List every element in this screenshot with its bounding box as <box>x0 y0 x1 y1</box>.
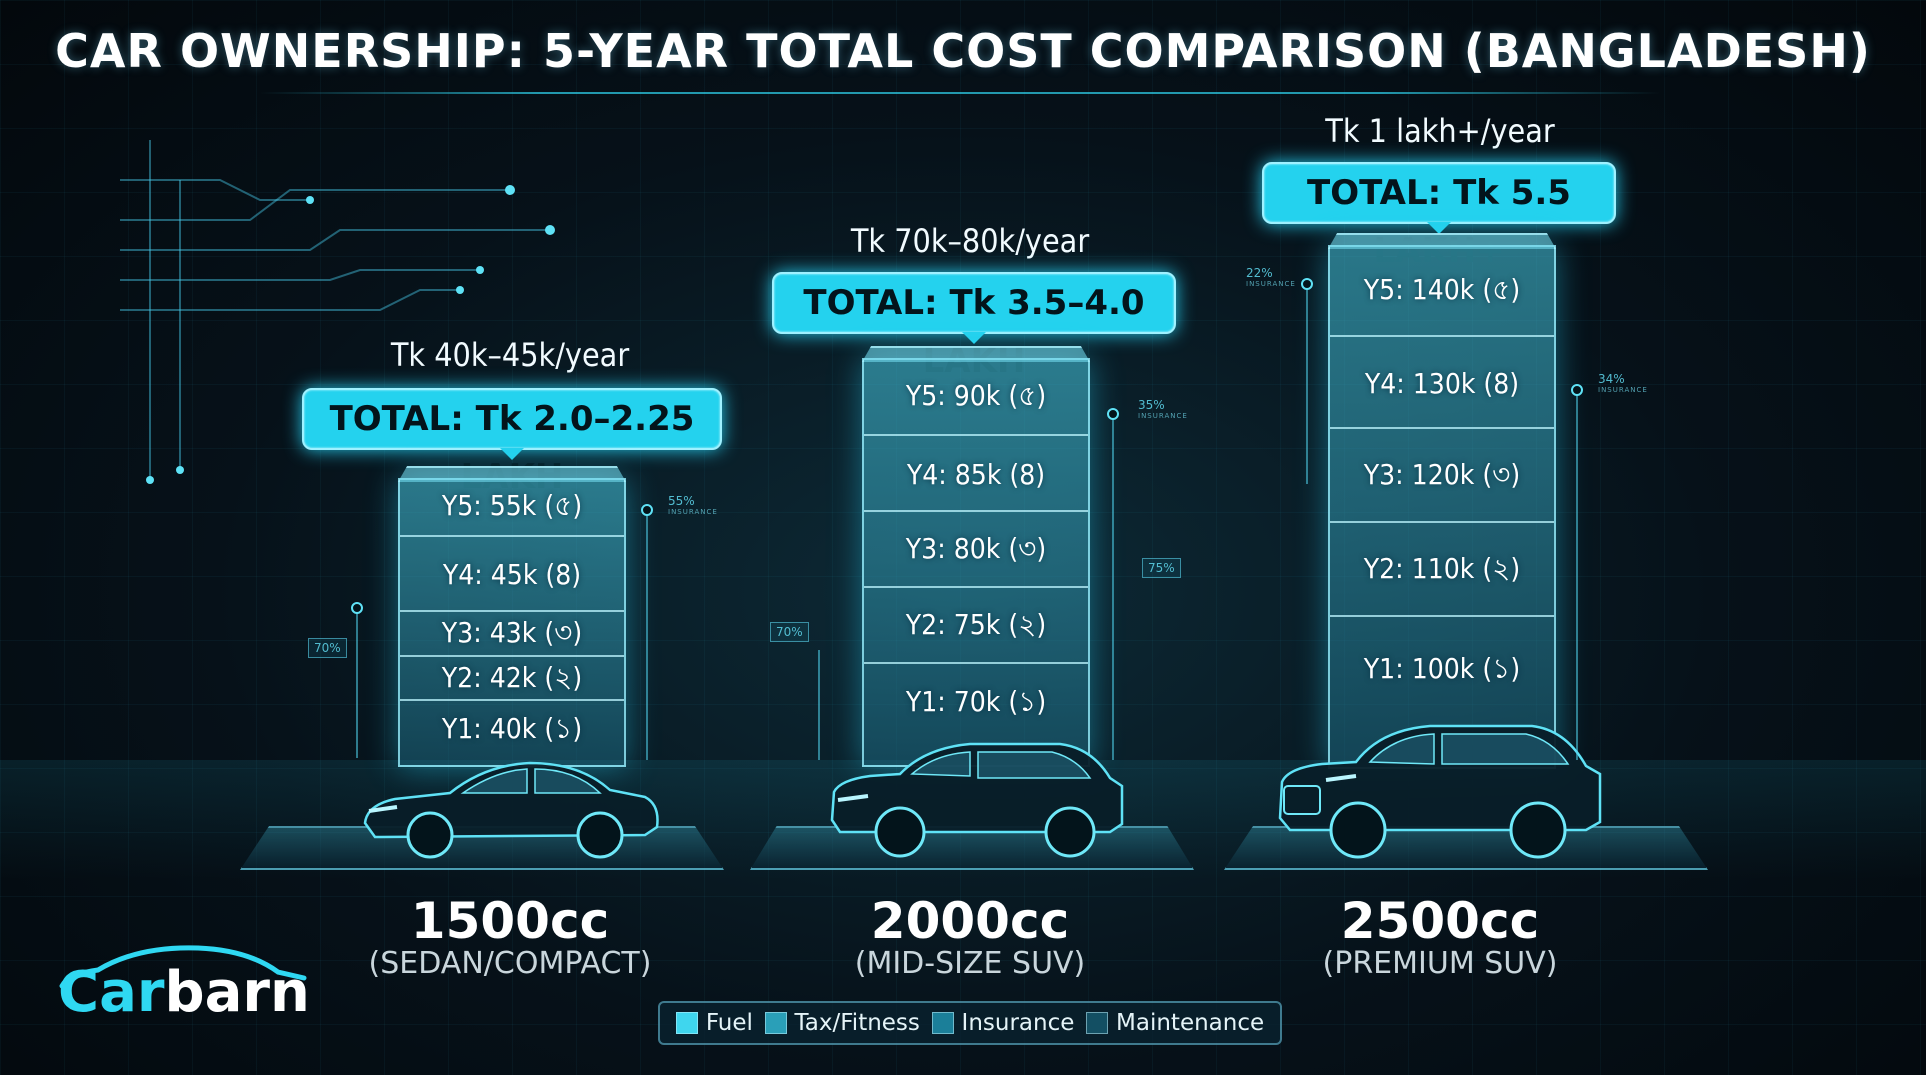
vehicle-type-label: (MID-SIZE SUV) <box>854 946 1086 981</box>
percentage-tag: 70% <box>308 638 347 658</box>
cost-tower: Y5: 140k (৫) Y4: 130k (8) Y3: 120k (৩) Y… <box>1328 233 1556 769</box>
circuit-decoration <box>120 140 555 484</box>
annotation-line <box>646 510 648 760</box>
vehicle-type-label: (SEDAN/COMPACT) <box>368 946 652 981</box>
total-badge: TOTAL: Tk 2.0–2.25 LAKH <box>302 388 722 497</box>
legend-item-maintenance: Maintenance <box>1086 1010 1264 1036</box>
chart-title: CAR OWNERSHIP: 5-YEAR TOTAL COST COMPARI… <box>55 24 1871 78</box>
segment-y3: Y3: 120k (৩) <box>1330 427 1554 523</box>
insurance-percentage-tag: 34% INSURANCE <box>1598 372 1648 394</box>
segment-y4: Y4: 85k (8) <box>864 434 1088 512</box>
segment-y3: Y3: 43k (৩) <box>400 610 624 657</box>
legend-item-insurance: Insurance <box>931 1010 1074 1036</box>
segment-y5: Y5: 140k (৫) <box>1363 272 1521 306</box>
segment-y2: Y2: 110k (২) <box>1330 521 1554 617</box>
platform <box>750 826 1194 870</box>
insurance-percentage-tag: 22% INSURANCE <box>1246 266 1296 288</box>
legend: Fuel Tax/Fitness Insurance Maintenance <box>658 1001 1282 1045</box>
annual-cost-label: Tk 40k–45k/year <box>390 336 630 374</box>
total-badge: TOTAL: Tk 5.5 LAKH+ <box>1262 162 1616 271</box>
legend-swatch <box>1086 1012 1109 1034</box>
segment-y5: Y5: 90k (৫) <box>905 378 1047 412</box>
legend-item-fuel: Fuel <box>675 1010 753 1036</box>
segment-y4: Y4: 130k (8) <box>1330 335 1554 429</box>
suv-car-icon <box>830 742 1124 858</box>
vehicle-type-label: (PREMIUM SUV) <box>1322 946 1558 981</box>
annotation-line <box>818 650 820 760</box>
cost-tower: Y5: 90k (৫) Y4: 85k (8) Y3: 80k (৩) Y2: … <box>862 346 1090 767</box>
annotation-dot <box>351 602 363 614</box>
legend-item-tax-fitness: Tax/Fitness <box>764 1010 920 1036</box>
segment-y4: Y4: 45k (8) <box>400 535 624 612</box>
legend-swatch <box>931 1012 954 1034</box>
annotation-line <box>1112 414 1114 760</box>
title-underline <box>260 92 1660 94</box>
engine-cc-label: 1500cc <box>410 892 610 950</box>
segment-y2: Y2: 75k (২) <box>864 586 1088 664</box>
engine-cc-label: 2000cc <box>870 892 1070 950</box>
percentage-tag: 70% <box>770 622 809 642</box>
engine-cc-label: 2500cc <box>1340 892 1540 950</box>
annotation-line <box>356 608 358 758</box>
annotation-dot <box>1301 278 1313 290</box>
annotation-dot <box>1571 384 1583 396</box>
annual-cost-label: Tk 70k–80k/year <box>850 222 1090 260</box>
annotation-line <box>1306 284 1308 484</box>
percentage-tag: 75% <box>1142 558 1181 578</box>
segment-y1: Y1: 100k (১) <box>1330 615 1554 797</box>
legend-swatch <box>675 1012 698 1034</box>
segment-y1: Y1: 40k (১) <box>400 699 624 771</box>
total-badge: TOTAL: Tk 3.5–4.0 LAKH <box>772 272 1176 381</box>
premium-suv-car-icon <box>1278 724 1602 859</box>
insurance-percentage-tag: 55% INSURANCE <box>668 494 718 516</box>
legend-swatch <box>764 1012 787 1034</box>
annotation-dot <box>1107 408 1119 420</box>
annotation-line <box>1576 390 1578 760</box>
sedan-car-icon <box>363 761 659 859</box>
car-logo-icon <box>59 945 307 989</box>
cost-tower: Y5: 55k (৫) Y4: 45k (8) Y3: 43k (৩) Y2: … <box>398 466 626 767</box>
segment-y3: Y3: 80k (৩) <box>864 510 1088 588</box>
annotation-dot <box>641 504 653 516</box>
segment-y1: Y1: 70k (১) <box>864 662 1088 781</box>
segment-y5: Y5: 55k (৫) <box>441 489 583 522</box>
insurance-percentage-tag: 35% INSURANCE <box>1138 398 1188 420</box>
annual-cost-label: Tk 1 lakh+/year <box>1325 112 1555 150</box>
brand-logo: Carbarn <box>58 960 310 1025</box>
segment-y2: Y2: 42k (২) <box>400 655 624 701</box>
